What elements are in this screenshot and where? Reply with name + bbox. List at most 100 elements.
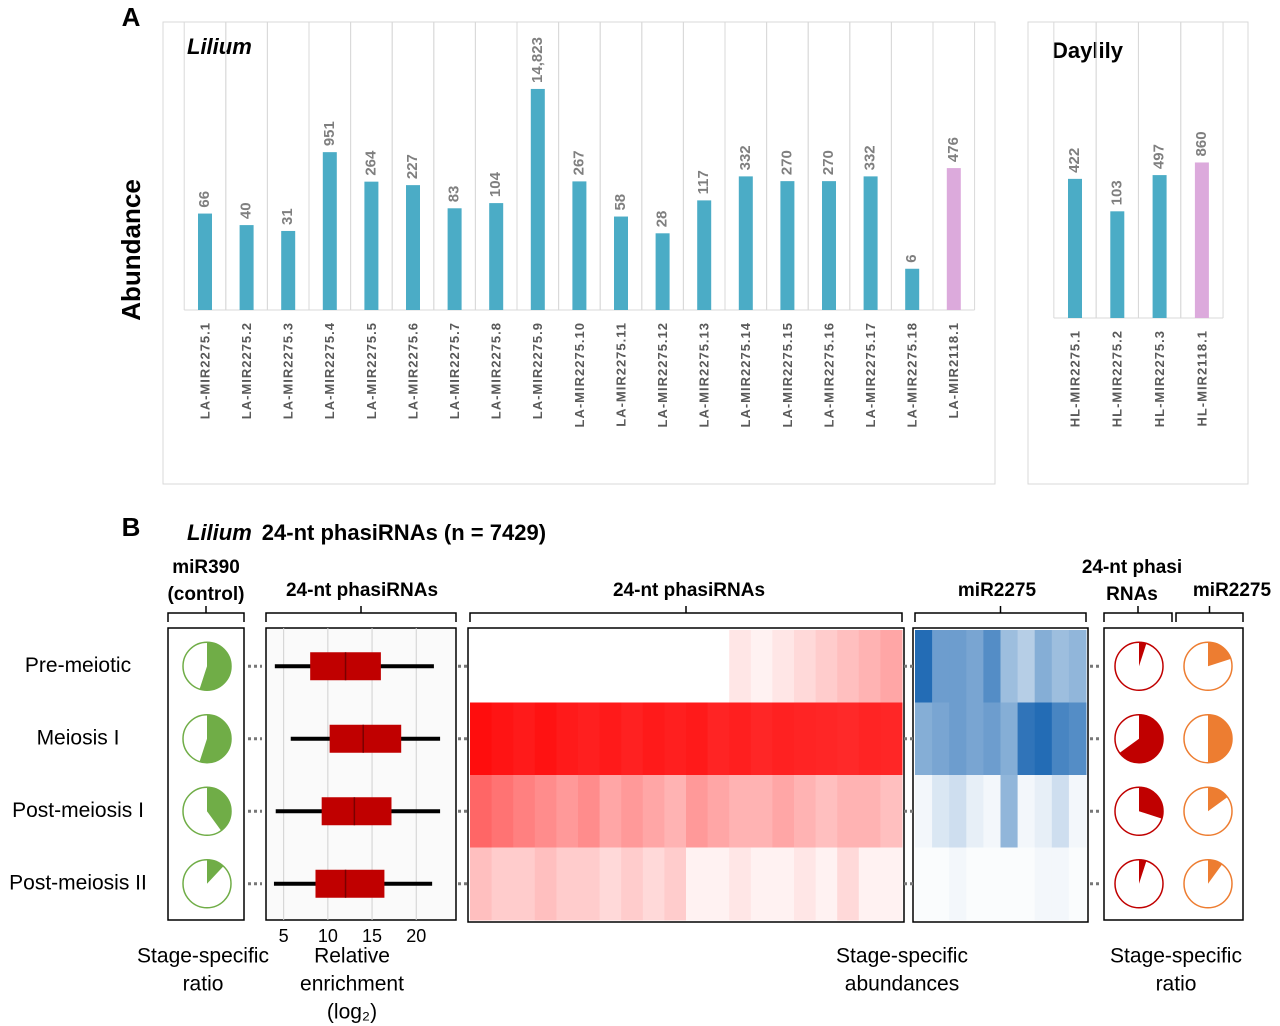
heat-cell <box>932 702 950 776</box>
heat-cell <box>837 847 860 921</box>
heat-cell <box>858 847 881 921</box>
x-tick-label: LA-MIR2275.18 <box>905 322 920 427</box>
bracket <box>1103 606 1173 622</box>
column-footer: abundances <box>845 973 959 996</box>
x-tick-label: HL-MIR2275.3 <box>1152 330 1167 427</box>
heat-cell <box>750 630 773 703</box>
pie-slice <box>1139 787 1163 819</box>
heat-cell <box>513 630 536 703</box>
value-label: 40 <box>238 202 255 219</box>
heat-cell <box>1051 630 1070 703</box>
column-footer: Stage-specific <box>836 945 968 968</box>
heat-cell <box>642 775 665 848</box>
column-footer: Stage-specific <box>137 945 269 968</box>
stage-label: Post-meiosis II <box>9 871 147 894</box>
heat-cell <box>1068 775 1087 848</box>
heat-cell <box>1000 702 1019 776</box>
column-footer: Relative <box>314 945 390 968</box>
heat-cell <box>686 630 709 703</box>
bar <box>1110 211 1125 318</box>
bar <box>697 200 712 310</box>
value-label: 104 <box>487 171 504 197</box>
x-tick-label: 5 <box>279 926 289 946</box>
heat-cell <box>621 630 644 703</box>
x-tick-label: LA-MIR2275.5 <box>364 322 379 419</box>
bar <box>614 216 628 310</box>
column-footer: ratio <box>1156 973 1197 996</box>
heat-cell <box>621 775 644 848</box>
heat-cell <box>556 847 579 921</box>
bar <box>946 168 961 310</box>
value-label: 31 <box>279 208 296 225</box>
bracket <box>265 606 457 622</box>
x-tick-label: HL-MIR2275.1 <box>1067 330 1082 427</box>
column-header: 24-nt phasi <box>1082 557 1182 578</box>
plot-frame <box>162 21 996 485</box>
heat-cell <box>686 775 709 848</box>
heat-cell <box>949 775 967 848</box>
value-label: 951 <box>321 121 338 146</box>
value-label: 83 <box>446 186 463 203</box>
pie-slice <box>1208 642 1231 667</box>
heat-cell <box>1017 775 1036 848</box>
heat-cell <box>621 702 644 776</box>
x-tick-label: LA-MIR2275.4 <box>322 322 337 419</box>
heat-cell <box>932 630 950 703</box>
heat-cell <box>707 847 730 921</box>
heat-cell <box>664 775 687 848</box>
value-label: 270 <box>820 150 837 175</box>
heat-cell <box>664 630 687 703</box>
heat-cell <box>1000 630 1019 703</box>
heat-cell <box>750 702 773 776</box>
bar <box>198 213 212 310</box>
heat-cell <box>599 847 622 921</box>
heat-cell <box>1017 702 1036 776</box>
heat-cell <box>815 847 838 921</box>
heat-cell <box>578 630 601 703</box>
heat-cell <box>1034 775 1053 848</box>
heat-cell <box>983 847 1001 921</box>
value-label: 497 <box>1151 144 1168 169</box>
x-tick-label: LA-MIR2275.6 <box>405 322 420 419</box>
heat-cell <box>642 847 665 921</box>
heat-cell <box>915 847 933 921</box>
heat-cell <box>491 702 514 776</box>
column-footer: ratio <box>183 973 224 996</box>
pie-slice <box>1139 642 1147 667</box>
heat-cell <box>1051 775 1070 848</box>
panel-label: B <box>122 512 141 542</box>
heat-cell <box>729 775 752 848</box>
heat-cell <box>470 847 493 921</box>
x-tick-label: LA-MIR2275.1 <box>197 322 212 419</box>
pie-slice <box>207 859 224 884</box>
heat-cell <box>949 847 967 921</box>
bar <box>572 181 587 310</box>
stage-label: Pre-meiotic <box>25 654 131 677</box>
value-label: 332 <box>862 145 879 170</box>
heat-cell <box>1068 630 1087 703</box>
pie-slice <box>1208 859 1223 884</box>
heat-cell <box>729 630 752 703</box>
heat-cell <box>513 702 536 776</box>
heat-cell <box>815 630 838 703</box>
heat-cell <box>642 630 665 703</box>
x-tick-label: LA-MIR2275.10 <box>572 322 587 427</box>
column-footer: Stage-specific <box>1110 945 1242 968</box>
heat-cell <box>642 702 665 776</box>
x-tick-label: LA-MIR2275.11 <box>613 322 628 427</box>
heat-cell <box>815 702 838 776</box>
heat-cell <box>858 630 881 703</box>
heat-cell <box>1034 702 1053 776</box>
heat-cell <box>534 630 557 703</box>
heat-cell <box>932 847 950 921</box>
heat-cell <box>1017 630 1036 703</box>
heat-cell <box>915 775 933 848</box>
x-tick-label: LA-MIR2275.8 <box>489 322 504 419</box>
heat-cell <box>858 702 881 776</box>
stage-label: Meiosis I <box>37 726 120 749</box>
heat-cell <box>707 702 730 776</box>
x-tick-label: LA-MIR2275.3 <box>281 322 296 419</box>
bracket <box>914 606 1087 622</box>
value-label: 14,823 <box>529 37 546 83</box>
